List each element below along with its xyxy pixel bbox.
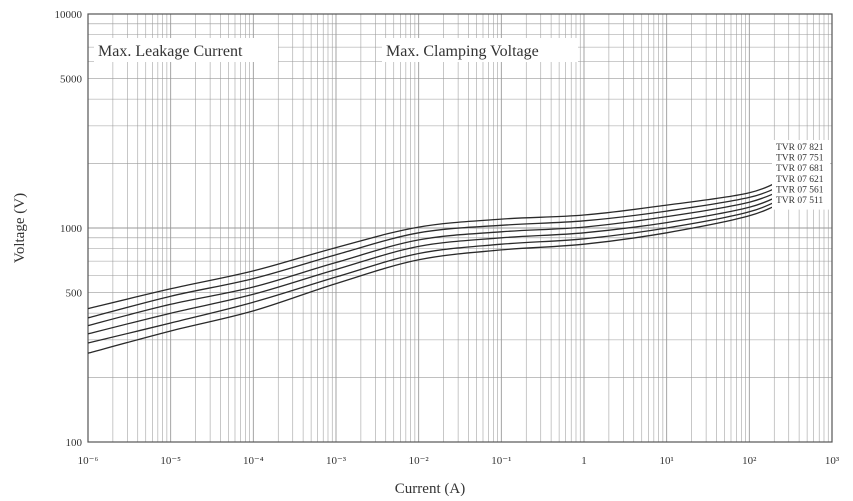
y-tick-label: 5000 <box>60 73 83 85</box>
series-line-tvr-07-561 <box>87 194 790 344</box>
x-tick-label: 10⁻¹ <box>491 455 511 467</box>
x-tick-label: 10⁻³ <box>326 455 347 467</box>
y-tick-label: 500 <box>66 287 83 299</box>
annotation-clamping: Max. Clamping Voltage <box>386 43 539 60</box>
series-line-tvr-07-511 <box>87 198 790 354</box>
annotation-leakage-bg <box>94 38 278 62</box>
y-axis-label: Voltage (V) <box>12 193 28 263</box>
y-tick-label: 100 <box>66 437 83 449</box>
x-tick-label: 1 <box>581 455 587 467</box>
curve-label: TVR 07 751 <box>776 154 824 164</box>
y-tick-label: 1000 <box>60 223 83 235</box>
tick-labels: 10⁻⁶ 10⁻⁵ 10⁻⁴ 10⁻³ 10⁻² 10⁻¹ 1 10¹ 10² 10³ 100 500… <box>55 9 840 467</box>
x-axis-label: Current (A) <box>395 481 465 497</box>
x-tick-label: 10¹ <box>660 455 674 467</box>
curve-label: TVR 07 681 <box>776 164 824 174</box>
y-tick-label: 10000 <box>55 9 83 21</box>
curve-label: TVR 07 821 <box>776 143 824 153</box>
annotation-leakage: Max. Leakage Current <box>98 43 243 60</box>
series-line-tvr-07-751 <box>87 181 790 319</box>
annotation-clamping-bg <box>382 38 578 62</box>
series-line-tvr-07-621 <box>87 190 790 335</box>
series-line-tvr-07-681 <box>87 186 790 327</box>
x-tick-label: 10² <box>742 455 757 467</box>
series-line-tvr-07-821 <box>87 175 790 310</box>
curve-labels-bg <box>772 140 830 210</box>
curve-label: TVR 07 511 <box>776 196 823 206</box>
x-tick-label: 10⁻⁴ <box>243 455 264 467</box>
x-tick-label: 10⁻⁶ <box>78 455 99 467</box>
plot-frame <box>87 13 833 443</box>
curves <box>87 175 790 354</box>
x-tick-label: 10⁻⁵ <box>160 455 181 467</box>
curve-label: TVR 07 621 <box>776 175 824 185</box>
x-tick-label: 10³ <box>825 455 840 467</box>
curve-label: TVR 07 561 <box>776 185 824 195</box>
x-tick-label: 10⁻² <box>409 455 430 467</box>
grid <box>87 14 832 443</box>
